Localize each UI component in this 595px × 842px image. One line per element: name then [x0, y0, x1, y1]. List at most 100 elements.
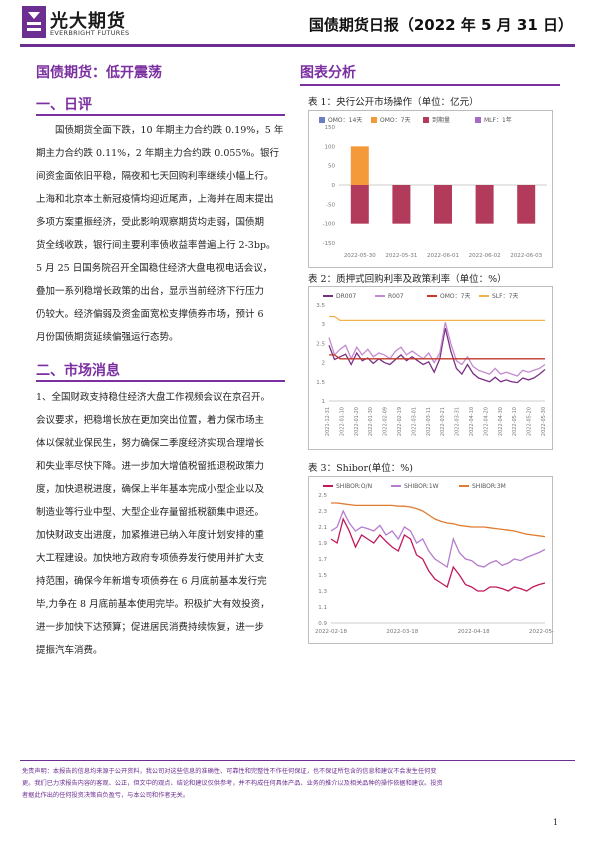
x-tick-label: 2022-05-10: [512, 407, 518, 436]
y-tick-label: 150: [325, 125, 336, 131]
footer-divider: [20, 760, 575, 761]
text-line: 仍较大。经济偏弱及资金面宽松支撑债券市场，预计 6: [36, 309, 264, 320]
y-tick-label: -100: [323, 222, 336, 228]
series-line: [329, 354, 545, 360]
legend-label: OMO：14天: [328, 117, 362, 124]
charts-heading: 图表分析: [300, 65, 356, 81]
x-tick-label: 2022-01-10: [339, 407, 345, 436]
x-tick-label: 2022-05-30: [541, 407, 547, 436]
bar: [350, 185, 369, 224]
disclaimer: 免责声明：本报告的信息均来源于公开资料，我公司对这些信息的准确性、可靠性和完整性…: [22, 766, 573, 802]
y-tick-label: 100: [325, 144, 336, 150]
chart-open-market-operations: OMO：14天 OMO：7天 到期量 MLF：1年 150 100 50 0 -50 -100 -1…: [308, 110, 553, 268]
y-tick-label: 2.5: [316, 341, 325, 347]
y-tick-label: 0.9: [318, 621, 327, 627]
legend-label: 到期量: [432, 116, 450, 124]
y-tick-label: 1.7: [318, 557, 327, 563]
x-tick-label: 2022-01-30: [368, 407, 374, 436]
bar: [350, 146, 369, 185]
x-tick-label: 2022-04-18: [458, 629, 490, 635]
text-line: 货全线收跌，银行间主要利率债收益率普遍上行 2-3bp。: [36, 240, 276, 251]
text-line: 免责声明：本报告的信息均来源于公开资料，我公司对这些信息的准确性、可靠性和完整性…: [22, 768, 437, 775]
x-tick-label: 2022-06-01: [427, 253, 459, 259]
text-line: 者据此作出的任何投资决策自负盈亏，与本公司和作者无关。: [22, 792, 190, 799]
text-line: 月份国债期货延续偏强运行态势。: [36, 332, 179, 343]
bar: [475, 185, 494, 224]
legend-swatch: [371, 117, 377, 123]
x-tick-label: 2022-04-30: [498, 407, 504, 436]
series-line: [330, 509, 546, 569]
brand-name: 光大期货: [50, 11, 126, 32]
x-tick-label: 2022-06-02: [469, 253, 501, 259]
bar: [517, 185, 536, 224]
bar-chart-svg: OMO：14天 OMO：7天 到期量 MLF：1年 150 100 50 0 -50 -100 -1…: [319, 116, 547, 259]
section-heading-daily-review: 一、日评: [36, 97, 92, 113]
text-line: 持范围，确保今年新增专项债券在 6 月底前基本发行完: [36, 576, 267, 587]
x-tick-label: 2022-05-20: [527, 407, 533, 436]
legend-swatch: [423, 117, 429, 123]
page-number: 1: [553, 818, 559, 827]
series-line: [329, 315, 545, 322]
daily-review-paragraph: 国债期货全面下跌，10 年期主力合约跌 0.19%，5 年期主力合约跌 0.11…: [36, 119, 288, 349]
x-tick-label: 2022-03-01: [411, 407, 417, 436]
text-line: 间资金面依旧平稳，隔夜和七天回购利率继续小幅上行。: [36, 171, 274, 182]
x-tick-label: 2022-03-31: [455, 407, 461, 436]
section-divider: [36, 114, 285, 116]
y-tick-label: 1: [322, 399, 326, 405]
bar: [392, 185, 411, 224]
x-tick-label: 2022-02-18: [315, 629, 347, 635]
series-line: [330, 517, 546, 592]
legend-swatch: [319, 117, 325, 123]
text-line: 国债期货全面下跌，10 年期主力合约跌 0.19%，5 年: [55, 125, 284, 136]
x-tick-label: 2022-03-18: [386, 629, 418, 635]
market-news-paragraph: 1、全国财政支持稳住经济大盘工作视频会议在京召开。 会议要求，把稳增长放在更加突出…: [36, 386, 288, 662]
legend-label: SLF：7天: [492, 293, 518, 300]
legend-label: SHIBOR:1W: [404, 483, 439, 490]
y-tick-label: 0: [332, 183, 336, 189]
text-line: 加快财政支出进度，加紧推进已纳入年度计划安排的重: [36, 530, 265, 541]
text-line: 大工程建设。加快地方政府专项债券发行使用并扩大支: [36, 553, 265, 564]
text-line: 1、全国财政支持稳住经济大盘工作视频会议在京召开。: [36, 392, 271, 403]
y-tick-label: 50: [328, 164, 335, 170]
chart-shibor: SHIBOR:O/N SHIBOR:1W SHIBOR:3M 2.5 2.3 2.1 1.9…: [308, 476, 554, 644]
figure-caption-1: 表 1：央行公开市场操作（单位：亿元）: [308, 97, 479, 108]
text-line: 制造业等行业中型、大型企业存量留抵税额集中退还。: [36, 507, 265, 518]
text-line: 叠加一系列稳增长政策的出台，显示当前经济下行压力: [36, 286, 265, 297]
text-line: 体以保就业保民生，努力确保二季度经济实现合理增长: [36, 438, 265, 449]
figure-caption-2: 表 2：质押式回购利率及政策利率（单位：%）: [308, 274, 507, 285]
figure-caption-3: 表 3：Shibor(单位：%): [308, 463, 414, 474]
legend-label: SHIBOR:O/N: [336, 483, 372, 490]
y-tick-label: 2.1: [318, 525, 327, 531]
header-divider: [20, 44, 575, 47]
x-tick-label: 2022-03-11: [426, 407, 432, 436]
text-line: 多项方案重振经济，受此影响观察期货均走弱，国债期: [36, 217, 265, 228]
line-chart-svg: SHIBOR:O/N SHIBOR:1W SHIBOR:3M 2.5 2.3 2.1 1.9…: [315, 483, 554, 635]
report-title: 国债期货日报（2022 年 5 月 31 日）: [308, 16, 573, 34]
text-line: 会议要求，把稳增长放在更加突出位置，着力保市场主: [36, 415, 265, 426]
article-title: 国债期货：低开震荡: [36, 65, 162, 81]
line-chart-svg: DR007 R007 OMO：7天 SLF：7天 3.5 3 2.5 2 1.5 1 2021-12…: [316, 293, 547, 436]
legend-swatch: [475, 117, 481, 123]
text-line: 上海和北京本土新冠疫情均迎近尾声，上海并在周末提出: [36, 194, 274, 205]
legend-label: MLF：1年: [484, 116, 512, 124]
brand-name-english: EVERBRIGHT FUTURES: [50, 29, 130, 37]
y-tick-label: 1.3: [318, 589, 327, 595]
x-tick-label: 2022-03-21: [440, 407, 446, 436]
legend-label: SHIBOR:3M: [472, 483, 506, 490]
series-line: [331, 502, 546, 538]
brand-logo: 光大期货 EVERBRIGHT FUTURES: [22, 6, 162, 40]
section-heading-market-news: 二、市场消息: [36, 363, 120, 379]
x-tick-label: 2022-05-30: [344, 253, 376, 259]
x-tick-label: 2022-06-03: [510, 253, 542, 259]
series-line: [328, 322, 546, 377]
text-line: 提振汽车消费。: [36, 645, 103, 656]
y-tick-label: 2.3: [318, 509, 327, 515]
text-line: 度，加快退税进度，确保上半年基本完成小型企业以及: [36, 484, 265, 495]
x-tick-label: 2022-01-20: [354, 407, 360, 436]
text-line: 进一步加快下达预算；促进居民消费持续恢复，进一步: [36, 622, 265, 633]
y-tick-label: 2: [322, 361, 326, 367]
text-line: 期主力合约跌 0.11%，2 年期主力合约跌 0.055%。银行: [36, 148, 280, 159]
y-tick-label: 3: [322, 322, 326, 328]
chart-repo-and-policy-rates: DR007 R007 OMO：7天 SLF：7天 3.5 3 2.5 2 1.5 1 2021-12…: [308, 286, 553, 450]
legend-label: DR007: [336, 293, 356, 300]
